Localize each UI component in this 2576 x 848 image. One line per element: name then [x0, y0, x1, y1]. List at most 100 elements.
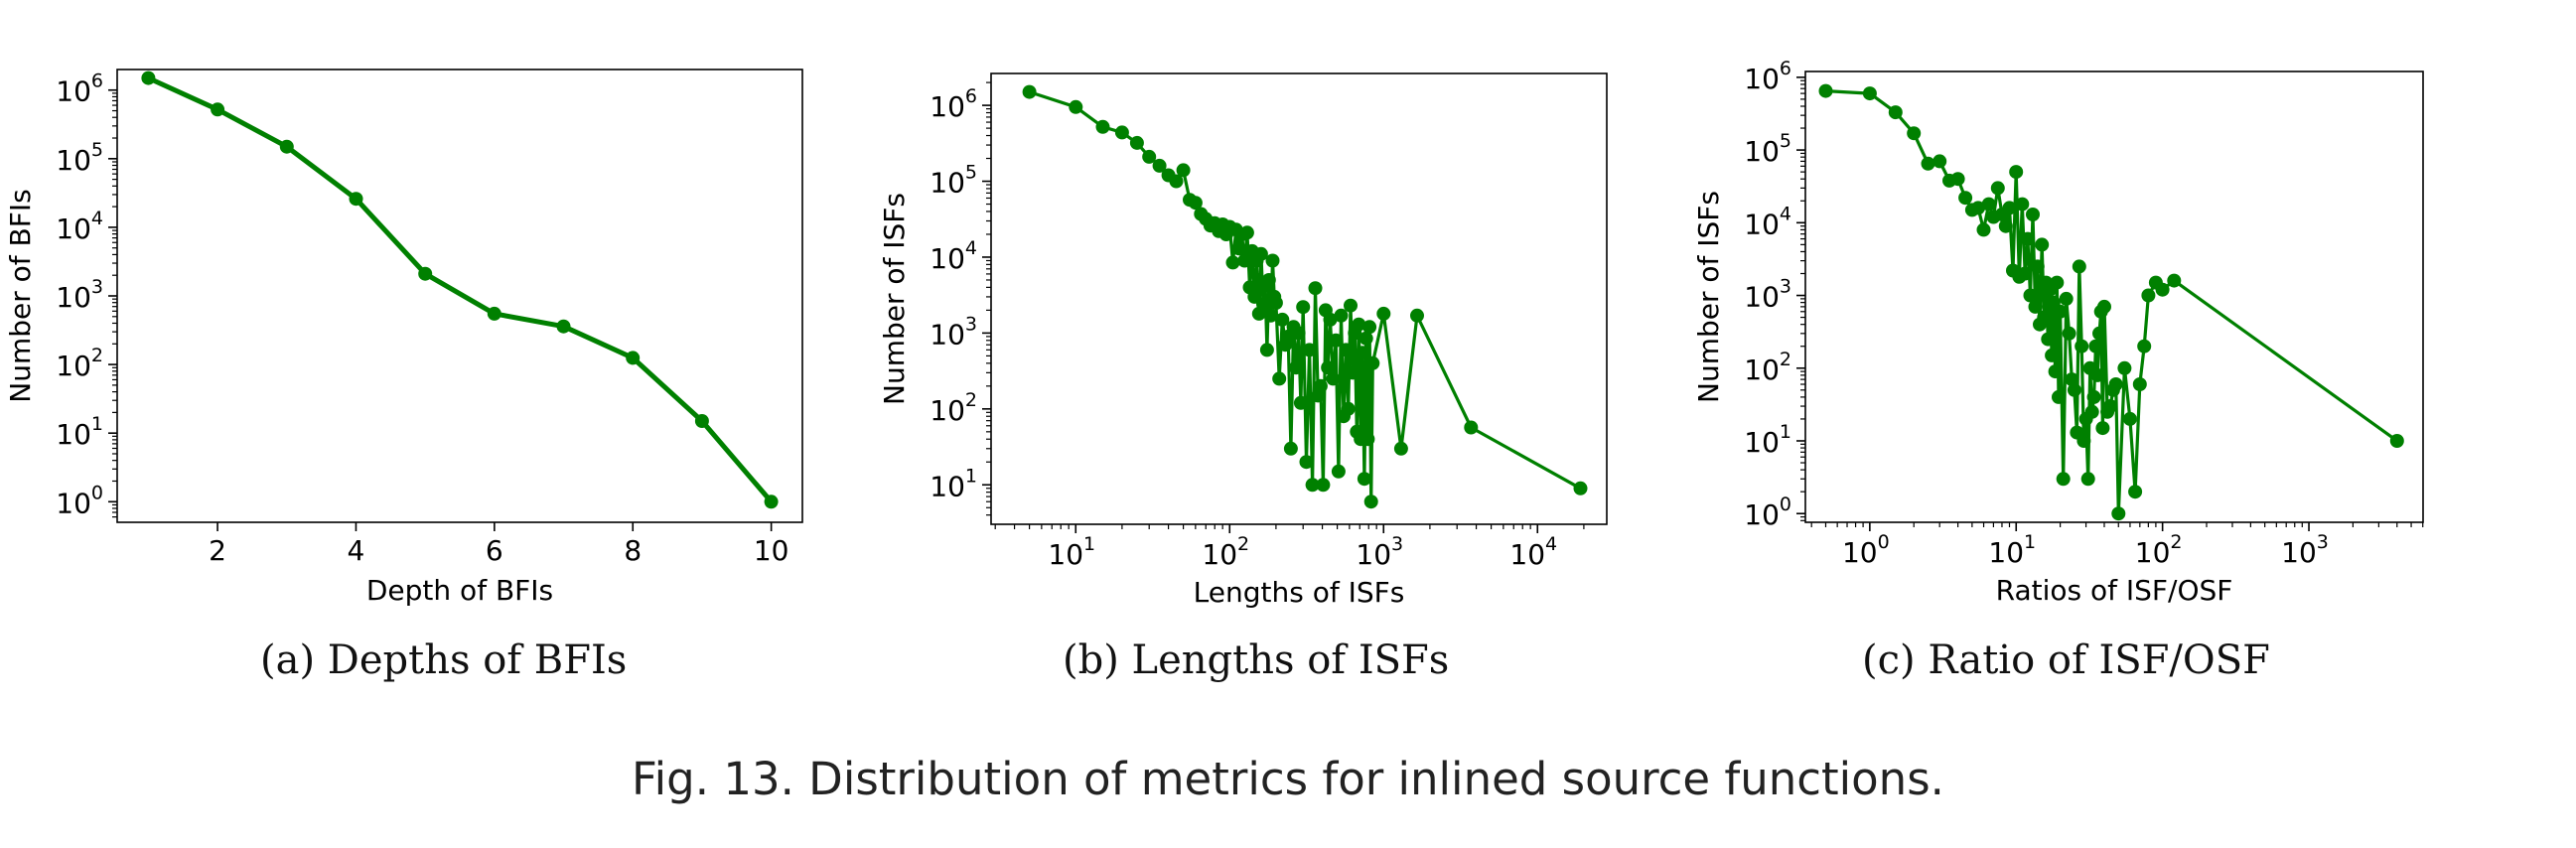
data-point — [1253, 246, 1268, 261]
data-point — [1357, 472, 1371, 487]
data-point — [1256, 297, 1270, 312]
data-point — [1921, 156, 1935, 171]
x-tick-label: 101 — [1988, 531, 2036, 569]
x-tick-label: 10 — [754, 534, 789, 567]
data-point — [1365, 355, 1380, 370]
data-point — [2137, 339, 2152, 353]
y-tick-label: 101 — [56, 413, 103, 451]
series-line — [1825, 89, 2398, 515]
data-point — [1069, 99, 1083, 114]
data-point — [1958, 191, 1973, 206]
data-point — [1360, 432, 1375, 447]
data-point — [2015, 197, 2030, 212]
data-point — [1376, 306, 1391, 321]
data-point — [1976, 222, 1991, 237]
data-point — [2065, 372, 2079, 387]
x-tick-label: 103 — [1356, 533, 1403, 571]
data-point — [2090, 367, 2105, 382]
y-tick-label: 105 — [56, 139, 103, 177]
series-line — [1029, 90, 1582, 503]
data-point — [1188, 196, 1203, 211]
y-tick-label: 101 — [930, 465, 977, 502]
data-point — [1272, 371, 1287, 386]
data-point — [2062, 326, 2076, 341]
data-point — [1313, 378, 1328, 393]
data-point — [694, 414, 709, 428]
data-point — [2086, 389, 2101, 404]
data-point — [1261, 273, 1276, 287]
data-point — [2092, 326, 2106, 341]
data-point — [556, 319, 571, 334]
data-point — [1289, 360, 1304, 375]
data-point — [1142, 149, 1157, 164]
data-point — [1998, 218, 2013, 233]
y-tick-label: 106 — [56, 71, 103, 108]
data-point — [1265, 253, 1280, 268]
data-point — [2020, 231, 2035, 246]
y-tick-label: 102 — [56, 345, 103, 382]
data-point — [141, 71, 156, 85]
figure-caption: Fig. 13. Distribution of metrics for inl… — [632, 753, 1944, 805]
data-point — [2095, 421, 2110, 436]
y-tick-label: 106 — [930, 85, 977, 123]
data-point — [1275, 312, 1290, 327]
data-point — [1293, 395, 1308, 410]
chart-c: 100 101 102 103 104 105 106 100 101 102 103 Ratios … — [1692, 58, 2424, 607]
data-point — [2009, 165, 2024, 180]
x-tick-label: 102 — [1202, 533, 1249, 571]
data-point — [2097, 299, 2111, 314]
data-point — [1950, 172, 1965, 187]
data-point — [418, 266, 433, 281]
y-tick-label: 103 — [930, 313, 977, 351]
data-point — [1259, 343, 1274, 357]
data-point — [2075, 339, 2089, 353]
y-tick-label: 102 — [930, 389, 977, 427]
y-tick-label: 101 — [1744, 421, 1791, 459]
data-point — [1299, 455, 1314, 470]
y-axis-label: Number of ISFs — [878, 193, 911, 405]
data-point — [2141, 288, 2156, 303]
data-point — [1095, 119, 1110, 134]
data-point — [2103, 399, 2118, 413]
data-point — [2045, 348, 2060, 362]
data-point — [1393, 441, 1408, 456]
y-tick-label: 105 — [1744, 130, 1791, 168]
x-tick-label: 6 — [486, 534, 503, 567]
y-tick-label: 100 — [56, 482, 103, 519]
data-point — [1363, 495, 1378, 509]
x-tick-label: 100 — [1842, 531, 1890, 569]
y-tick-label: 105 — [930, 162, 977, 200]
x-axis-label: Lengths of ISFs — [1194, 576, 1405, 609]
data-point — [2026, 208, 2040, 221]
data-point — [1334, 308, 1349, 323]
data-point — [2080, 472, 2095, 487]
data-point — [1573, 481, 1588, 495]
data-point — [2035, 237, 2050, 252]
data-point — [1129, 135, 1144, 150]
data-point — [1352, 317, 1366, 332]
series-line — [147, 75, 774, 503]
x-tick-label: 104 — [1509, 533, 1557, 571]
data-point — [2028, 299, 2043, 314]
data-point — [1152, 158, 1167, 173]
data-point — [2023, 288, 2038, 303]
data-point — [1339, 343, 1354, 357]
y-axis-label: Number of ISFs — [1692, 191, 1725, 403]
data-point — [1326, 371, 1341, 386]
data-point — [349, 192, 363, 207]
data-point — [2167, 273, 2182, 288]
data-point — [1464, 420, 1479, 435]
data-point — [1169, 174, 1184, 189]
x-tick-label: 101 — [1048, 533, 1095, 571]
chart-b: 101 102 103 104 105 106 101 102 103 104 Lengths of… — [878, 72, 1608, 609]
data-point — [1907, 126, 1922, 141]
y-tick-label: 104 — [930, 237, 977, 275]
y-tick-label: 104 — [1744, 203, 1791, 240]
x-axis-label: Ratios of ISF/OSF — [1996, 574, 2233, 607]
data-point — [1359, 331, 1373, 346]
data-point — [2088, 339, 2103, 353]
data-point — [1323, 312, 1338, 327]
data-point — [2111, 506, 2126, 521]
data-point — [2002, 201, 2017, 215]
